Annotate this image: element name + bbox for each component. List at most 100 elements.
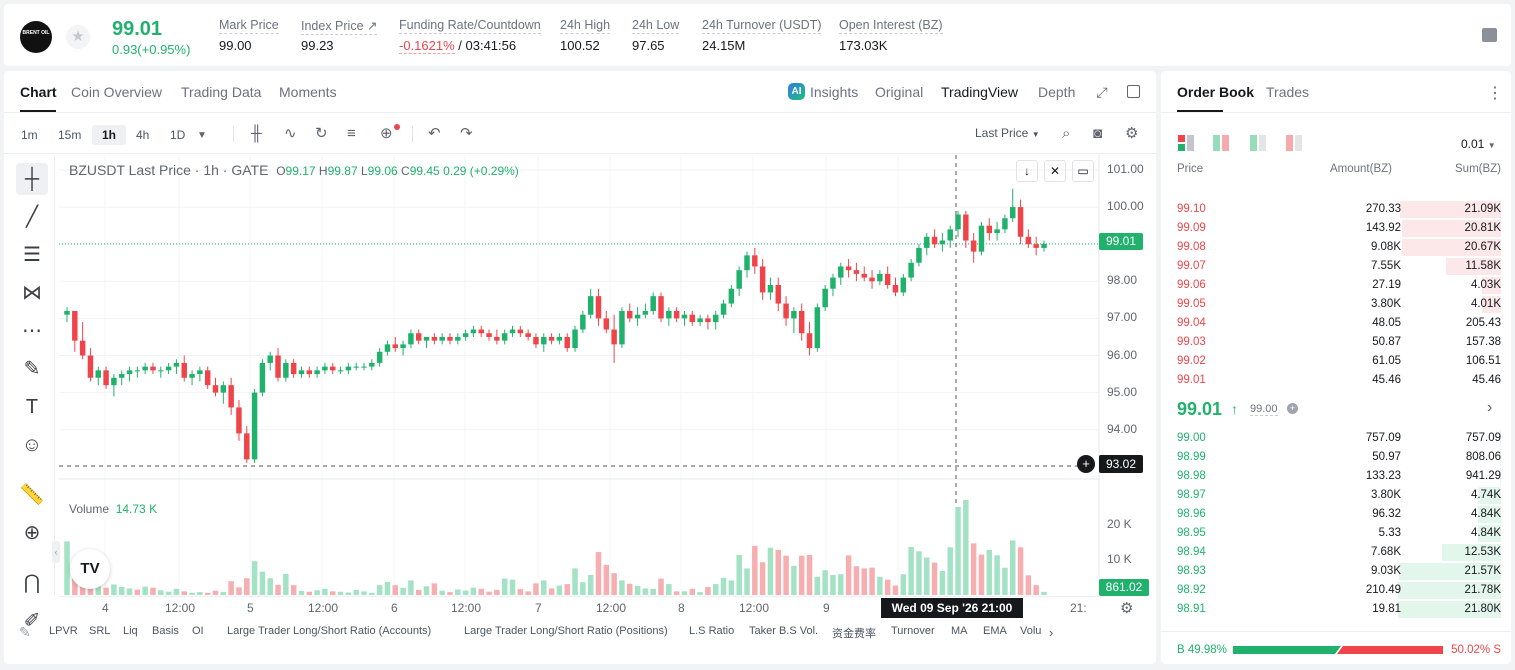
projection-tool-icon[interactable]: ⋯ xyxy=(22,320,42,342)
tab-moments[interactable]: Moments xyxy=(279,84,337,100)
ruler-tool-icon[interactable]: 📏 xyxy=(19,484,45,506)
text-tool-icon[interactable]: T xyxy=(25,396,39,418)
add-alert-icon[interactable]: + xyxy=(1077,455,1095,473)
indicator-item[interactable]: MA xyxy=(951,625,968,637)
tab-chart[interactable]: Chart xyxy=(20,84,57,100)
tab-original[interactable]: Original xyxy=(875,84,924,100)
tab-insights[interactable]: Insights xyxy=(810,84,859,100)
bid-row[interactable]: 98.91 19.81 21.80K xyxy=(1161,600,1511,619)
settings-gear-icon[interactable]: ⚙ xyxy=(1125,125,1139,142)
asks-only-view-icon[interactable] xyxy=(1286,135,1303,152)
indicator-item[interactable]: 资金费率 xyxy=(832,628,876,640)
brush-tool-icon[interactable]: ✎ xyxy=(23,358,41,380)
ask-row[interactable]: 99.04 48.05 205.43 xyxy=(1161,314,1511,333)
redo-icon[interactable]: ↷ xyxy=(460,125,473,142)
mid-mark-price[interactable]: 99.00 xyxy=(1250,403,1278,416)
timeframe-dropdown-icon[interactable]: ▼ xyxy=(197,130,207,141)
tradingview-logo-icon[interactable]: TV xyxy=(70,549,110,589)
search-icon[interactable]: ⌕ xyxy=(1062,125,1071,142)
add-indicator-icon[interactable]: ⊕ xyxy=(380,125,393,142)
bid-row[interactable]: 98.96 96.32 4.84K xyxy=(1161,505,1511,524)
tab-trades[interactable]: Trades xyxy=(1266,84,1310,100)
indicator-item[interactable]: L.S Ratio xyxy=(689,625,735,637)
bid-row[interactable]: 98.93 9.03K 21.57K xyxy=(1161,562,1511,581)
tick-size-select[interactable]: 0.01 ▼ xyxy=(1461,137,1496,151)
timeframe-15m[interactable]: 15m xyxy=(58,128,82,142)
indicator-item[interactable]: Turnover xyxy=(891,625,935,637)
indicator-scroll-right-icon[interactable]: › xyxy=(1049,625,1054,640)
crosshair-tool-icon[interactable]: ┼ xyxy=(16,163,48,195)
mark-price-label[interactable]: Mark Price xyxy=(219,18,279,34)
timeframe-1d[interactable]: 1D xyxy=(170,128,186,142)
guide-book-icon[interactable] xyxy=(1482,28,1497,42)
ai-insights-icon[interactable]: AI xyxy=(788,83,805,100)
pattern-tool-icon[interactable]: ⋈ xyxy=(22,282,42,304)
time-axis-line xyxy=(59,596,1099,597)
undo-icon[interactable]: ↶ xyxy=(428,125,441,142)
ask-row[interactable]: 99.06 27.19 4.03K xyxy=(1161,276,1511,295)
templates-icon[interactable]: ≡ xyxy=(347,125,356,142)
bids-only-view-icon[interactable] xyxy=(1250,135,1267,152)
price-type-select[interactable]: Last Price ▼ xyxy=(975,126,1040,140)
tab-coin-overview[interactable]: Coin Overview xyxy=(71,84,163,100)
zoom-in-tool-icon[interactable]: ⊕ xyxy=(23,522,41,544)
scroll-down-icon[interactable]: ↓ xyxy=(1016,160,1038,182)
bid-row[interactable]: 98.92 210.49 21.78K xyxy=(1161,581,1511,600)
index-price-label[interactable]: Index Price ↗ xyxy=(301,19,378,35)
indicator-item[interactable]: Volu xyxy=(1020,625,1042,637)
price-chart[interactable] xyxy=(59,155,1156,626)
camera-icon[interactable]: ◙ xyxy=(1093,125,1103,142)
ask-row[interactable]: 99.01 45.46 45.46 xyxy=(1161,371,1511,390)
collapse-icon[interactable]: ✕ xyxy=(1044,160,1066,182)
emoji-tool-icon[interactable]: ☺ xyxy=(21,434,43,456)
maximize-pane-icon[interactable]: ▭ xyxy=(1072,160,1094,182)
tab-tradingview[interactable]: TradingView xyxy=(941,84,1019,100)
tab-trading-data[interactable]: Trading Data xyxy=(181,84,262,100)
pencil-tool-icon[interactable]: ✐ xyxy=(23,610,41,632)
ask-row[interactable]: 99.07 7.55K 11.58K xyxy=(1161,257,1511,276)
candle-type-icon[interactable]: ╫ xyxy=(251,125,262,142)
indicators-icon[interactable]: ∿ xyxy=(284,125,297,142)
bid-row[interactable]: 98.94 7.68K 12.53K xyxy=(1161,543,1511,562)
expand-icon[interactable]: ⤢ xyxy=(1096,84,1108,100)
indicator-item[interactable]: Large Trader Long/Short Ratio (Positions… xyxy=(464,625,668,637)
funding-rate-label[interactable]: Funding Rate/Countdown xyxy=(399,18,541,34)
fib-tool-icon[interactable]: ☰ xyxy=(23,244,41,266)
bid-row[interactable]: 98.97 3.80K 4.74K xyxy=(1161,486,1511,505)
indicator-item[interactable]: Liq xyxy=(123,625,138,637)
magnet-tool-icon[interactable]: ⋂ xyxy=(23,572,41,594)
bid-row[interactable]: 98.95 5.33 4.84K xyxy=(1161,524,1511,543)
edit-indicators-icon[interactable]: ✎ xyxy=(19,624,31,640)
fullscreen-icon[interactable] xyxy=(1127,85,1140,98)
indicator-item[interactable]: Large Trader Long/Short Ratio (Accounts) xyxy=(227,625,432,637)
ask-row[interactable]: 99.05 3.80K 4.01K xyxy=(1161,295,1511,314)
bid-row[interactable]: 98.99 50.97 808.06 xyxy=(1161,448,1511,467)
both-sides-view-icon[interactable] xyxy=(1178,135,1195,152)
ask-row[interactable]: 99.02 61.05 106.51 xyxy=(1161,352,1511,371)
bid-row[interactable]: 98.98 133.23 941.29 xyxy=(1161,467,1511,486)
indicator-item[interactable]: SRL xyxy=(89,625,111,637)
split-view-icon[interactable] xyxy=(1213,135,1230,152)
indicator-item[interactable]: EMA xyxy=(983,625,1007,637)
ask-row[interactable]: 99.10 270.33 21.09K xyxy=(1161,200,1511,219)
timeframe-1h[interactable]: 1h xyxy=(92,125,127,145)
trendline-tool-icon[interactable]: ╱ xyxy=(25,206,39,228)
more-options-icon[interactable]: ⋮ xyxy=(1487,85,1503,102)
indicator-item[interactable]: Basis xyxy=(152,625,179,637)
indicator-item[interactable]: Taker B.S Vol. xyxy=(749,625,819,637)
timeframe-1m[interactable]: 1m xyxy=(21,128,38,142)
chevron-right-icon[interactable]: › xyxy=(1487,399,1493,416)
ask-row[interactable]: 99.09 143.92 20.81K xyxy=(1161,219,1511,238)
tab-depth[interactable]: Depth xyxy=(1038,84,1076,100)
bid-row[interactable]: 99.00 757.09 757.09 xyxy=(1161,429,1511,448)
favorite-star-icon[interactable]: ★ xyxy=(66,25,90,49)
chart-settings-icon[interactable]: ⚙ xyxy=(1120,600,1134,617)
tab-order-book[interactable]: Order Book xyxy=(1177,84,1255,100)
ask-row[interactable]: 99.03 50.87 157.38 xyxy=(1161,333,1511,352)
collapse-left-icon[interactable]: ‹ xyxy=(52,541,60,563)
ask-row[interactable]: 99.08 9.08K 20.67K xyxy=(1161,238,1511,257)
timeframe-4h[interactable]: 4h xyxy=(136,128,150,142)
indicator-item[interactable]: OI xyxy=(192,625,204,637)
indicator-item[interactable]: LPVR xyxy=(49,625,78,637)
replay-icon[interactable]: ↻ xyxy=(315,125,328,142)
